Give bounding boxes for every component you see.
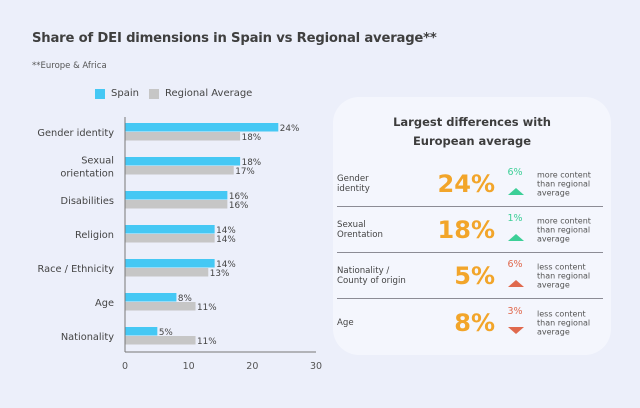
category-label: Age bbox=[95, 298, 114, 309]
legend-label-regional: Regional Average bbox=[164, 88, 253, 99]
data-label-spain: 14% bbox=[216, 226, 236, 236]
data-label-regional: 11% bbox=[197, 303, 217, 313]
row-description: less content than regional average bbox=[537, 309, 591, 337]
row-description: more content than regional average bbox=[537, 170, 591, 198]
differences-panel: Largest differences with European averag… bbox=[333, 97, 611, 355]
legend-swatch-regional bbox=[148, 88, 159, 99]
row-divider bbox=[337, 206, 603, 207]
legend-swatch-spain bbox=[95, 88, 105, 99]
bar-regional bbox=[125, 166, 234, 175]
triangle-down-icon bbox=[508, 327, 524, 334]
bar-spain bbox=[125, 157, 241, 166]
row-label: Nationality / County of origin bbox=[337, 266, 406, 286]
data-label-spain: 24% bbox=[280, 124, 300, 134]
row-diff: 6% bbox=[507, 259, 523, 270]
data-label-regional: 18% bbox=[242, 133, 262, 143]
x-tick-label: 30 bbox=[310, 361, 322, 372]
row-value: 8% bbox=[454, 309, 495, 337]
triangle-up-icon bbox=[508, 234, 524, 241]
legend-label-spain: Spain bbox=[111, 88, 139, 99]
category-label: orientation bbox=[60, 169, 114, 180]
data-label-spain: 5% bbox=[159, 328, 173, 338]
legend-item-spain: Spain bbox=[95, 88, 139, 99]
data-label-regional: 17% bbox=[235, 167, 255, 177]
row-value: 24% bbox=[437, 170, 495, 198]
row-diff: 3% bbox=[507, 306, 523, 317]
row-diff: 6% bbox=[507, 167, 523, 178]
difference-row: Nationality / County of origin 5% 6% less c… bbox=[337, 253, 603, 299]
x-tick-label: 20 bbox=[246, 361, 258, 372]
x-tick-label: 10 bbox=[183, 361, 195, 372]
category-label: Religion bbox=[75, 230, 114, 241]
panel-title-line1: Largest differences with bbox=[393, 115, 551, 129]
bar-spain bbox=[125, 225, 215, 234]
row-description: less content than regional average bbox=[537, 262, 591, 290]
data-label-spain: 18% bbox=[242, 158, 262, 168]
row-value: 18% bbox=[437, 216, 495, 244]
panel-title-line2: European average bbox=[412, 134, 532, 148]
bar-spain bbox=[125, 327, 158, 336]
category-label: Disabilities bbox=[61, 196, 114, 207]
category-label: Gender identity bbox=[37, 128, 114, 139]
legend-item-regional: Regional Average bbox=[148, 88, 253, 99]
bar-regional bbox=[125, 268, 209, 277]
category-label: Race / Ethnicity bbox=[38, 264, 115, 275]
data-label-spain: 14% bbox=[216, 260, 236, 270]
row-value: 5% bbox=[454, 262, 495, 290]
row-description: more content than regional average bbox=[537, 216, 591, 244]
difference-row: Gender identity 24% 6% more content than re… bbox=[337, 161, 603, 207]
bar-regional bbox=[125, 336, 196, 345]
row-diff: 1% bbox=[507, 213, 523, 224]
bar-regional bbox=[125, 302, 196, 311]
triangle-up-icon bbox=[508, 280, 524, 287]
difference-row: Sexual Orentation 18% 1% more content than … bbox=[337, 207, 603, 253]
bar-spain bbox=[125, 123, 279, 132]
x-tick-label: 0 bbox=[122, 361, 128, 372]
category-label: Sexual bbox=[81, 156, 114, 167]
data-label-spain: 8% bbox=[178, 294, 192, 304]
row-label: Sexual Orentation bbox=[337, 220, 383, 240]
row-divider bbox=[337, 252, 603, 253]
bar-spain bbox=[125, 259, 215, 268]
chart-subtitle: **Europe & Africa bbox=[32, 61, 107, 71]
bar-spain bbox=[125, 293, 177, 302]
data-label-regional: 14% bbox=[216, 235, 236, 245]
difference-row: Age 8% 3% less content than regional averag… bbox=[337, 300, 603, 346]
row-label: Age bbox=[337, 318, 354, 328]
bar-regional bbox=[125, 200, 228, 209]
category-label: Nationality bbox=[61, 332, 114, 343]
data-label-spain: 16% bbox=[229, 192, 249, 202]
triangle-up-icon bbox=[508, 188, 524, 195]
data-label-regional: 11% bbox=[197, 337, 217, 347]
row-label: Gender identity bbox=[337, 174, 370, 194]
data-label-regional: 13% bbox=[210, 269, 230, 279]
bar-spain bbox=[125, 191, 228, 200]
chart-title: Share of DEI dimensions in Spain vs Regi… bbox=[32, 31, 437, 46]
row-divider bbox=[337, 298, 603, 299]
panel-title: Largest differences with European averag… bbox=[333, 113, 611, 151]
bar-regional bbox=[125, 132, 241, 141]
bar-regional bbox=[125, 234, 215, 243]
chart-legend: Spain Regional Average bbox=[95, 88, 262, 99]
data-label-regional: 16% bbox=[229, 201, 249, 211]
